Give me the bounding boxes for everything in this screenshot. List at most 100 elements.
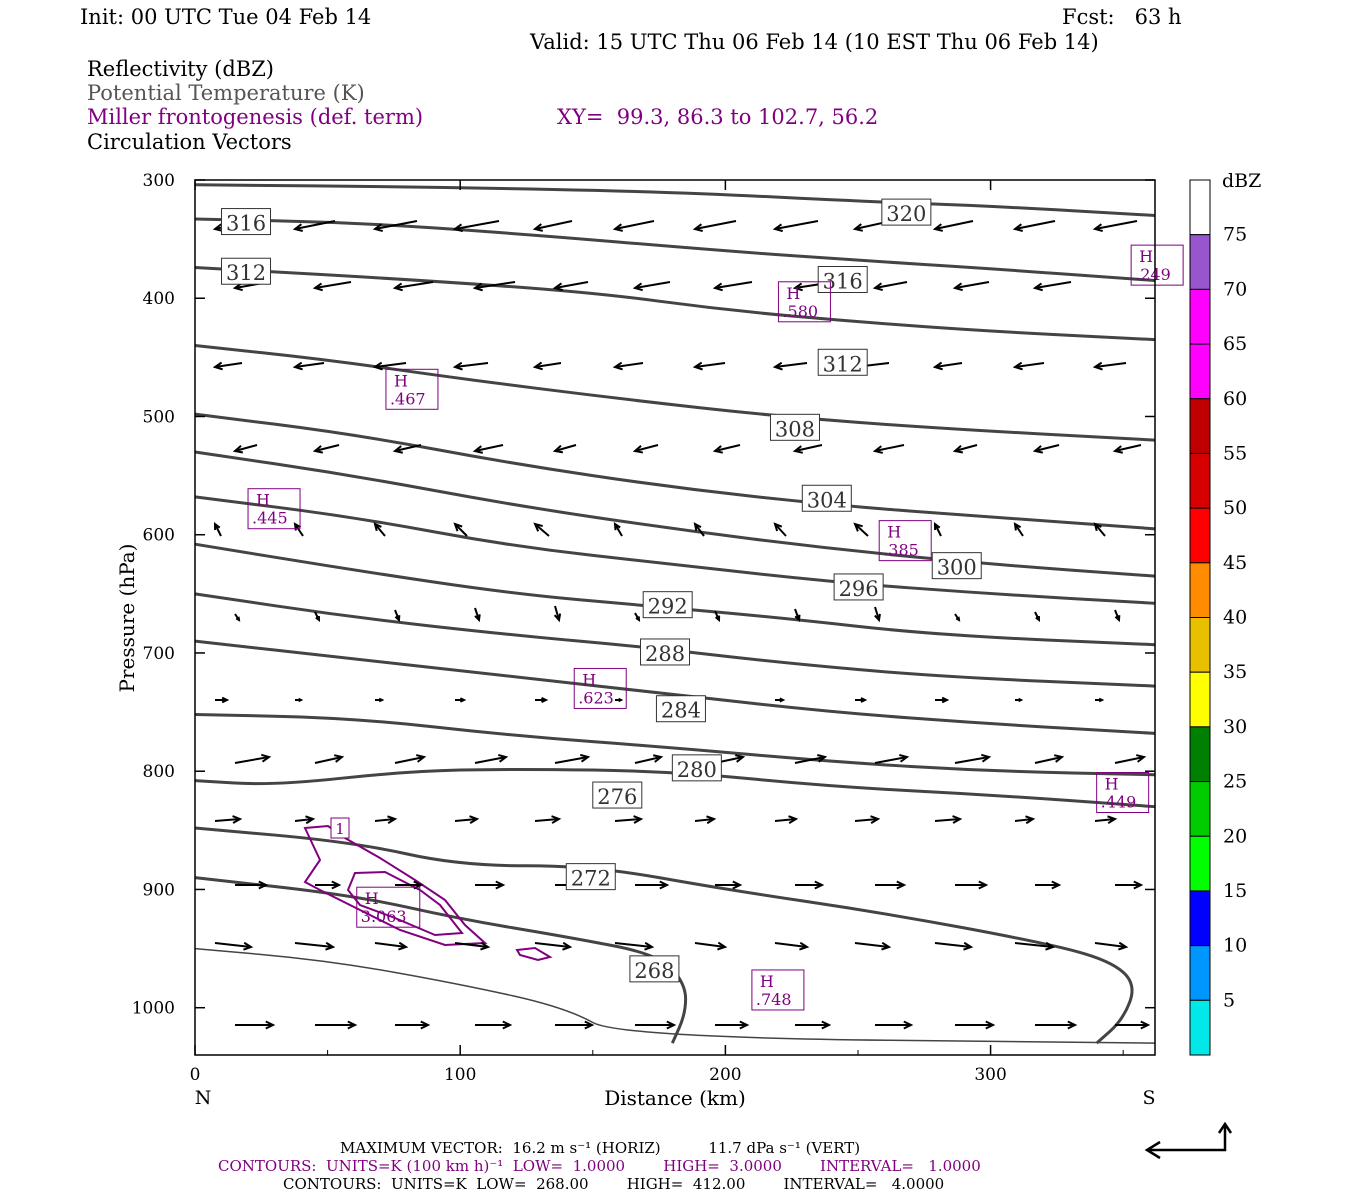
circulation-vector-head [552, 444, 564, 454]
circulation-vector-head [221, 696, 230, 704]
circulation-vector-head [1093, 522, 1102, 532]
circulation-vector-head [1053, 754, 1065, 763]
circulation-vector [474, 281, 516, 289]
circulation-vector [1014, 818, 1034, 822]
legend-vectors: Circulation Vectors [87, 130, 292, 154]
circulation-vector-head [1035, 615, 1041, 623]
circulation-vector-head [692, 361, 703, 371]
circulation-vector-head [633, 815, 644, 824]
circulation-vector-head [502, 1020, 513, 1030]
circulation-vector [774, 942, 808, 948]
circulation-vector [854, 942, 890, 948]
circulation-vector-head [952, 282, 963, 292]
circulation-vector [694, 362, 726, 368]
theta-contour-surface [194, 947, 1156, 1044]
circulation-vector [554, 444, 577, 452]
circulation-vector-head [632, 445, 644, 454]
circulation-vector-head [794, 614, 801, 623]
circulation-vector [394, 444, 422, 452]
circulation-vector-head [292, 361, 303, 371]
circulation-vector-head [333, 754, 345, 763]
fronto-high-box [247, 488, 301, 530]
theta-label-box [769, 413, 820, 441]
circulation-vector-head [817, 754, 828, 763]
colorbar-cell [1189, 398, 1211, 454]
circulation-vector-head [659, 880, 670, 890]
circulation-vector [694, 523, 705, 537]
colorbar-cell [1189, 288, 1211, 345]
circulation-vector [214, 362, 243, 368]
circulation-vector [534, 362, 562, 368]
theta-label: 292 [648, 595, 688, 619]
colorbar-cell [1189, 999, 1211, 1056]
circulation-vector-head [1092, 361, 1103, 371]
circulation-vector-head [612, 361, 623, 371]
fronto-high-box [356, 886, 421, 928]
circulation-vector [454, 220, 500, 230]
circulation-vector [774, 362, 808, 368]
circulation-vector-head [952, 815, 963, 824]
circulation-vector-head [712, 282, 723, 292]
theta-contour-300 [194, 450, 1156, 578]
colorbar-label: 30 [1223, 716, 1247, 738]
circulation-vector-head [235, 616, 241, 622]
circulation-vector [774, 818, 797, 822]
circulation-vector-head [903, 1020, 914, 1030]
colorbar-cell [1189, 343, 1211, 400]
circulation-vector [934, 362, 963, 368]
circulation-vector-head [392, 445, 404, 454]
circulation-vector [774, 523, 787, 537]
colorbar-label: 70 [1223, 278, 1247, 300]
x-end-right: S [1142, 1087, 1155, 1109]
circulation-vector [614, 818, 642, 822]
fronto-high-value: .449 [1101, 793, 1137, 812]
circulation-vector [534, 818, 560, 822]
colorbar-label: 65 [1223, 333, 1247, 355]
circulation-vector [1094, 818, 1116, 822]
plot-frame [194, 179, 1156, 1056]
colorbar-cell [1189, 562, 1211, 618]
circulation-vector-head [941, 696, 950, 704]
fronto-high-box [777, 281, 831, 323]
circulation-vector-head [472, 282, 483, 292]
circulation-vector-head [732, 880, 743, 890]
circulation-vector [854, 818, 879, 822]
circulation-vector [554, 605, 560, 621]
circulation-vector-head [498, 753, 509, 763]
circulation-vector [774, 220, 819, 230]
circulation-vector-head [495, 880, 506, 890]
frontogenesis-contour-3 [515, 946, 553, 962]
fronto-high-value: .580 [782, 302, 818, 321]
circulation-vector-head [480, 941, 491, 951]
theta-label: 272 [571, 867, 611, 891]
circulation-vector [1034, 444, 1060, 452]
circulation-vector-head [312, 282, 323, 292]
theta-label-box [565, 863, 616, 891]
circulation-vector-head [212, 223, 224, 232]
axes: 300 400 500 600 700 800 900 1000 0 100 200 300 [132, 171, 1155, 1085]
circulation-vector-head [1107, 815, 1118, 825]
circulation-vector-head [612, 223, 624, 232]
circulation-vector [794, 756, 826, 764]
circulation-vector-head [792, 445, 804, 454]
circulation-vector-head [387, 815, 398, 825]
circulation-vector [394, 756, 425, 764]
colorbar-unit: dBZ [1222, 170, 1261, 192]
forecast-hour: Fcst: 63 h [1062, 5, 1182, 29]
circulation-vector [874, 444, 905, 452]
colorbar-cell [1189, 781, 1211, 837]
theta-label-box [629, 955, 680, 983]
colorbar-frame [1189, 179, 1211, 1056]
colorbar-cell [1189, 452, 1211, 509]
circulation-vector-head [1092, 223, 1103, 233]
x-tick-label: 100 [444, 1065, 476, 1085]
colorbar-label: 20 [1223, 825, 1247, 847]
circulation-vector-head [734, 754, 746, 763]
footer-max-vector: MAXIMUM VECTOR: 16.2 m s⁻¹ (HORIZ) 11.7 … [340, 1139, 861, 1157]
circulation-vector [374, 942, 407, 948]
circulation-vector-head [706, 815, 717, 825]
circulation-vector-head [298, 697, 304, 703]
colorbar-cell [1189, 726, 1211, 783]
theta-contours [194, 183, 1156, 1045]
theta-label-box [221, 257, 272, 285]
